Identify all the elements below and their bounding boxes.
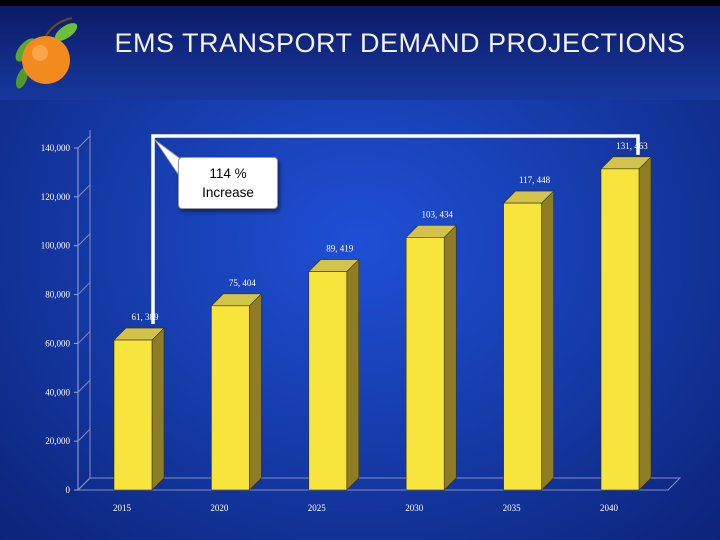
- bar: [504, 203, 542, 490]
- y-gridline-diag: [78, 283, 90, 295]
- x-tick-label: 2040: [600, 503, 619, 513]
- data-label: 117, 448: [519, 175, 551, 185]
- callout-label: Increase: [179, 183, 277, 202]
- bar: [309, 272, 347, 490]
- data-label: 89, 419: [326, 244, 354, 254]
- bar-side: [152, 328, 164, 490]
- bar: [114, 340, 152, 490]
- increase-callout: 114 % Increase: [178, 157, 278, 209]
- bar-side: [347, 260, 359, 490]
- y-axis-wall: [78, 130, 90, 490]
- bar-side: [639, 157, 651, 490]
- bar-side: [542, 191, 554, 490]
- callout-percent: 114 %: [179, 164, 277, 183]
- y-gridline-diag: [78, 429, 90, 441]
- bar-chart: 0 20,000 40,000 60,000 80,000 100,000 120,000 1…: [0, 0, 720, 540]
- bar: [406, 237, 444, 490]
- x-tick-label: 2015: [113, 503, 132, 513]
- y-tick-label: 120,000: [41, 192, 71, 202]
- data-label: 103, 434: [421, 209, 453, 219]
- chart-floor: [78, 478, 680, 490]
- data-label: 75, 404: [229, 278, 257, 288]
- x-tick-label: 2035: [503, 503, 522, 513]
- y-gridline-diag: [78, 331, 90, 343]
- x-tick-label: 2030: [405, 503, 424, 513]
- bar-side: [249, 294, 261, 490]
- data-label: 61, 389: [132, 312, 160, 322]
- bar: [601, 169, 639, 490]
- bar: [211, 306, 249, 490]
- y-tick-label: 60,000: [45, 338, 70, 348]
- x-tick-label: 2025: [308, 503, 327, 513]
- y-tick-label: 100,000: [41, 241, 71, 251]
- data-label: 131, 463: [616, 141, 648, 151]
- y-gridline-diag: [78, 234, 90, 246]
- y-tick-label: 140,000: [41, 143, 71, 153]
- bar-side: [444, 225, 456, 490]
- y-tick-label: 20,000: [45, 436, 70, 446]
- y-tick-label: 0: [66, 485, 71, 495]
- x-tick-label: 2020: [210, 503, 229, 513]
- y-tick-label: 40,000: [45, 387, 70, 397]
- y-gridline-diag: [78, 185, 90, 197]
- y-gridline-diag: [78, 380, 90, 392]
- y-tick-label: 80,000: [45, 290, 70, 300]
- y-gridline-diag: [78, 478, 90, 490]
- y-gridline-diag: [78, 136, 90, 148]
